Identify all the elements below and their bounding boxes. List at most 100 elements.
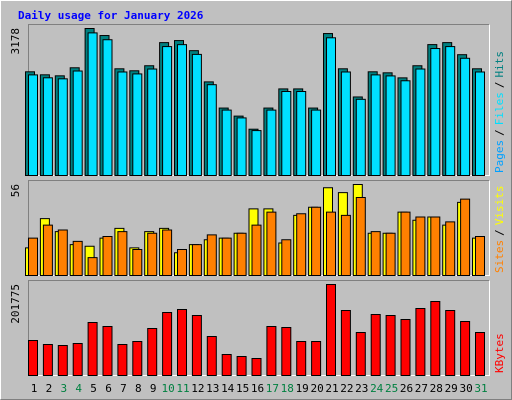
bar bbox=[415, 307, 426, 376]
x-tick-label: 11 bbox=[176, 382, 189, 395]
legend-entry: Visits bbox=[493, 186, 506, 226]
bar bbox=[281, 91, 292, 176]
bar bbox=[57, 78, 68, 176]
x-tick-label: 7 bbox=[120, 382, 127, 395]
bar bbox=[87, 322, 98, 377]
legend: Sites / Visits bbox=[493, 186, 506, 274]
bar bbox=[445, 46, 456, 176]
bar bbox=[311, 341, 322, 377]
bar bbox=[370, 314, 381, 376]
bar bbox=[296, 91, 307, 176]
bar bbox=[445, 221, 456, 276]
bar bbox=[385, 75, 396, 176]
bar bbox=[326, 211, 336, 276]
x-tick-label: 19 bbox=[296, 382, 309, 395]
x-tick-label: 13 bbox=[206, 382, 219, 395]
bar bbox=[385, 315, 396, 377]
bar bbox=[415, 216, 426, 276]
bar bbox=[147, 232, 158, 276]
x-tick-label: 29 bbox=[445, 382, 458, 395]
bar bbox=[221, 237, 232, 276]
bar bbox=[236, 355, 247, 377]
bar bbox=[400, 319, 411, 376]
legend-separator: / bbox=[493, 129, 506, 136]
x-tick-label: 15 bbox=[236, 382, 249, 395]
bar bbox=[430, 300, 441, 377]
bar bbox=[460, 57, 471, 177]
x-tick-label: 20 bbox=[310, 382, 323, 395]
bar bbox=[132, 341, 143, 377]
bar bbox=[266, 326, 277, 376]
bar bbox=[117, 231, 128, 276]
legend-separator: / bbox=[493, 229, 506, 236]
bar bbox=[355, 197, 366, 276]
x-tick-label: 28 bbox=[430, 382, 443, 395]
legend: KBytes bbox=[493, 333, 506, 373]
bar bbox=[221, 354, 232, 377]
chart-title: Daily usage for January 2026 bbox=[18, 9, 204, 22]
bar bbox=[191, 244, 202, 276]
bar bbox=[236, 117, 247, 176]
x-tick-label: 26 bbox=[400, 382, 413, 395]
x-tick-label: 18 bbox=[281, 382, 294, 395]
bar bbox=[132, 73, 143, 176]
legend-entry: Files bbox=[493, 92, 506, 125]
bar bbox=[57, 345, 68, 376]
bar bbox=[430, 216, 441, 276]
legend-entry: Pages bbox=[493, 140, 506, 173]
bar bbox=[87, 257, 98, 276]
bar bbox=[87, 32, 98, 176]
bar bbox=[132, 249, 143, 276]
bar bbox=[42, 77, 53, 176]
bar bbox=[340, 214, 351, 276]
legend-entry: Hits bbox=[493, 51, 506, 78]
bar bbox=[340, 310, 351, 376]
x-tick-label: 21 bbox=[325, 382, 338, 395]
bar bbox=[147, 328, 158, 377]
bar bbox=[355, 98, 366, 176]
bar bbox=[296, 213, 307, 276]
bar bbox=[400, 211, 411, 276]
x-tick-label: 24 bbox=[370, 382, 384, 395]
bar bbox=[72, 342, 83, 377]
x-tick-label: 5 bbox=[90, 382, 97, 395]
legend: Pages / Files / Hits bbox=[493, 51, 506, 173]
x-tick-label: 22 bbox=[340, 382, 353, 395]
bar bbox=[296, 341, 307, 377]
bar bbox=[102, 326, 113, 376]
x-tick-label: 23 bbox=[355, 382, 368, 395]
bar bbox=[251, 130, 262, 177]
bar bbox=[28, 74, 38, 176]
bar bbox=[117, 71, 128, 176]
bar bbox=[206, 84, 217, 176]
bar bbox=[430, 48, 441, 176]
bar bbox=[147, 68, 158, 176]
bar bbox=[251, 224, 262, 276]
bar bbox=[266, 211, 277, 276]
y-tick-label: 3178 bbox=[9, 28, 22, 55]
bar bbox=[72, 240, 83, 276]
x-tick-label: 6 bbox=[105, 382, 112, 395]
legend-entry: Sites bbox=[493, 240, 506, 273]
bar bbox=[117, 344, 128, 377]
bar bbox=[281, 327, 292, 376]
bar bbox=[475, 236, 485, 276]
bar bbox=[162, 229, 173, 276]
legend-entry: KBytes bbox=[493, 333, 506, 373]
bar bbox=[177, 44, 187, 176]
x-tick-label: 2 bbox=[46, 382, 53, 395]
bar bbox=[191, 315, 202, 377]
legend-separator: / bbox=[493, 82, 506, 89]
bar bbox=[177, 249, 187, 276]
bar bbox=[57, 229, 68, 276]
x-tick-label: 16 bbox=[251, 382, 264, 395]
bar bbox=[28, 339, 38, 377]
bar bbox=[370, 74, 381, 176]
bar bbox=[326, 284, 336, 376]
x-tick-label: 17 bbox=[266, 382, 279, 395]
x-tick-label: 10 bbox=[161, 382, 174, 395]
bar bbox=[460, 198, 471, 276]
bar bbox=[251, 358, 262, 376]
bar bbox=[266, 109, 277, 176]
